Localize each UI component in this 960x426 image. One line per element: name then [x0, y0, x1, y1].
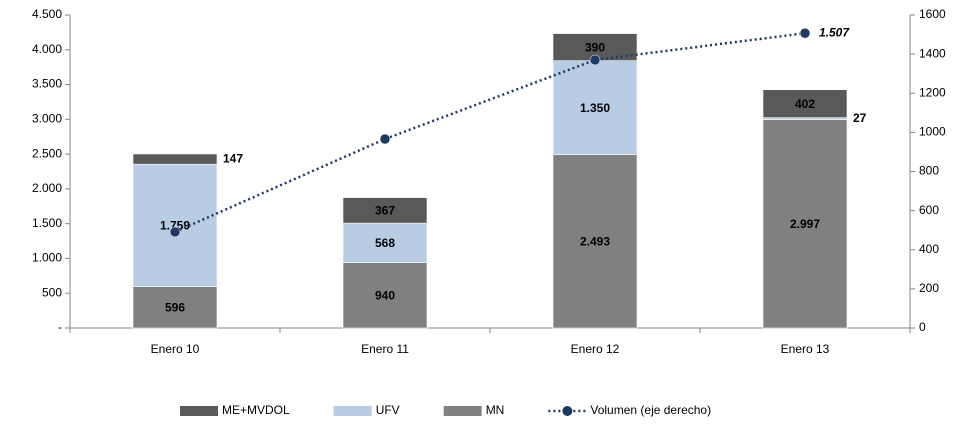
y2-tick-label: 0 — [919, 320, 926, 334]
y2-tick-label: 1200 — [919, 85, 946, 99]
y2-tick-label: 1000 — [919, 125, 946, 139]
line-marker — [589, 54, 601, 66]
y2-tick-label: 600 — [919, 203, 939, 217]
data-label: 147 — [223, 151, 243, 165]
line-marker — [379, 133, 391, 145]
bar-segment — [762, 89, 848, 118]
legend-swatch — [180, 406, 218, 416]
y-tick-label: 1.500 — [32, 216, 62, 230]
bar-segment — [552, 154, 638, 329]
x-tick-label: Enero 12 — [571, 342, 620, 356]
data-label: 940 — [375, 288, 395, 302]
x-tick-label: Enero 10 — [151, 342, 200, 356]
y-tick-label: 3.500 — [32, 77, 62, 91]
y2-tick-label: 1600 — [919, 7, 946, 21]
legend-swatch — [443, 406, 482, 416]
y-tick-label: 4.000 — [32, 42, 62, 56]
y-tick-label: 1.000 — [32, 251, 62, 265]
data-label: 1.759 — [160, 219, 190, 233]
data-label: 367 — [375, 204, 395, 218]
data-label: 390 — [585, 40, 605, 54]
legend-label: MN — [486, 403, 505, 417]
legend-label: UFV — [376, 403, 400, 417]
y2-tick-label: 800 — [919, 164, 939, 178]
bar-segment — [342, 262, 428, 329]
data-label: 2.997 — [790, 217, 820, 231]
bar-segment — [132, 163, 218, 287]
y-tick-label: 500 — [42, 285, 62, 299]
x-tick-label: Enero 11 — [361, 342, 409, 356]
data-label: 1.350 — [580, 101, 610, 115]
line-marker — [799, 27, 811, 39]
y2-tick-label: 400 — [919, 242, 939, 256]
bar-segment — [762, 119, 848, 329]
y-tick-label: 3.000 — [32, 112, 62, 126]
data-label: 596 — [165, 300, 185, 314]
y2-tick-label: 200 — [919, 281, 939, 295]
legend-marker — [562, 406, 573, 416]
data-label: 27 — [853, 111, 867, 125]
data-label: 402 — [795, 97, 815, 111]
bar-segment — [132, 286, 218, 329]
bar-segment — [132, 153, 218, 165]
y-tick-label: 2.500 — [32, 146, 62, 160]
data-label: 2.493 — [580, 234, 610, 248]
y-tick-label: - — [58, 320, 62, 334]
x-tick-label: Enero 13 — [781, 342, 830, 356]
legend-label: Volumen (eje derecho) — [590, 403, 711, 417]
line — [174, 31, 806, 234]
y-tick-label: 2.000 — [32, 181, 62, 195]
legend-swatch — [333, 406, 372, 416]
legend-label: ME+MVDOL — [222, 403, 290, 417]
y-tick-label: 4.500 — [32, 7, 62, 21]
bar-segment — [342, 197, 428, 224]
y2-tick-label: 1400 — [919, 46, 946, 60]
data-label: 568 — [375, 236, 395, 250]
bar-segment — [552, 60, 638, 155]
line-marker — [169, 226, 181, 238]
data-label: 1.507 — [819, 25, 850, 39]
bar-segment — [342, 222, 428, 263]
